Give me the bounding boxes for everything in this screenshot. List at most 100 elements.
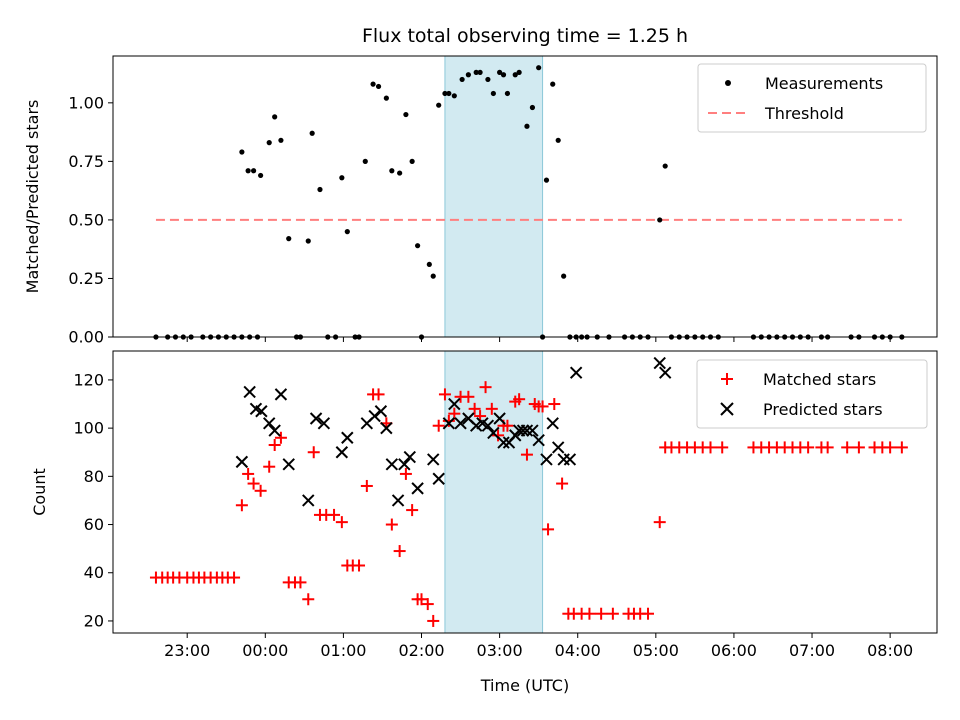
predicted-point bbox=[442, 417, 456, 430]
measurement-point bbox=[459, 76, 465, 83]
matched-point bbox=[393, 545, 406, 558]
predicted-point bbox=[557, 453, 570, 466]
matched-point bbox=[653, 516, 666, 529]
predicted-point bbox=[569, 366, 583, 379]
matched-point bbox=[492, 429, 505, 442]
predicted-stars-series bbox=[235, 356, 672, 507]
matched-point bbox=[421, 598, 434, 611]
measurement-point bbox=[473, 69, 479, 75]
predicted-point bbox=[487, 426, 500, 440]
x-tick-label: 23:00 bbox=[164, 641, 210, 660]
matched-point bbox=[427, 614, 440, 627]
matched-point bbox=[852, 441, 865, 454]
x-tick-label: 08:00 bbox=[867, 641, 913, 660]
predicted-point bbox=[551, 441, 565, 454]
measurement-point bbox=[389, 168, 395, 174]
measurement-point bbox=[504, 90, 511, 97]
predicted-point bbox=[274, 388, 288, 401]
predicted-point bbox=[532, 433, 545, 447]
bottom-y-tick-label: 20 bbox=[84, 611, 104, 630]
top-axes-frame bbox=[112, 55, 938, 338]
bottom-axes: 20 40 60 80 100 120 23:00 00:00 01:00 02:00 03:00… bbox=[30, 350, 938, 695]
measurement-point bbox=[536, 65, 542, 71]
predicted-point bbox=[309, 412, 323, 425]
predicted-point bbox=[427, 453, 440, 466]
predicted-point bbox=[540, 453, 553, 466]
measurement-point bbox=[497, 69, 503, 75]
matched-point bbox=[247, 477, 260, 490]
measurement-point bbox=[662, 163, 668, 169]
chart-title: Flux total observing time = 1.25 h bbox=[362, 25, 688, 47]
matched-point bbox=[802, 441, 815, 454]
predicted-point bbox=[454, 417, 467, 430]
measurement-point bbox=[430, 273, 436, 279]
predicted-point bbox=[385, 458, 399, 471]
matched-point bbox=[895, 441, 908, 454]
measurement-point bbox=[339, 175, 345, 181]
matched-point bbox=[307, 446, 320, 459]
matched-point bbox=[294, 576, 307, 589]
measurement-point bbox=[245, 168, 251, 174]
matched-point bbox=[479, 381, 492, 394]
matched-point bbox=[501, 419, 514, 432]
bottom-y-tick-label: 100 bbox=[73, 419, 104, 438]
x-tick-label: 02:00 bbox=[398, 641, 444, 660]
x-tick-label: 05:00 bbox=[633, 641, 679, 660]
x-tick-label: 07:00 bbox=[789, 641, 835, 660]
predicted-point bbox=[380, 421, 393, 435]
matched-point bbox=[595, 607, 608, 620]
measurement-point bbox=[543, 177, 550, 183]
matched-point bbox=[242, 467, 255, 480]
measurement-point bbox=[309, 130, 315, 136]
measurement-point bbox=[305, 238, 311, 244]
matched-point bbox=[228, 571, 241, 584]
matched-point bbox=[263, 460, 276, 473]
predicted-point bbox=[493, 412, 506, 425]
measurement-point bbox=[266, 140, 272, 146]
measurement-point bbox=[512, 72, 518, 78]
measurement-point bbox=[477, 69, 483, 75]
measurement-point bbox=[451, 93, 457, 99]
measurement-point bbox=[286, 236, 292, 242]
bottom-y-axis-label: Count bbox=[30, 468, 49, 516]
matched-point bbox=[821, 441, 834, 454]
measurement-point bbox=[465, 72, 471, 78]
predicted-point bbox=[403, 450, 417, 464]
matched-stars-series bbox=[149, 381, 908, 627]
legend-measurements-marker bbox=[725, 80, 731, 86]
predicted-point bbox=[335, 446, 349, 459]
measurement-point bbox=[397, 170, 403, 176]
measurement-point bbox=[258, 172, 264, 179]
matched-point bbox=[448, 407, 461, 420]
matched-point bbox=[606, 607, 619, 620]
legend-matched-marker bbox=[721, 373, 733, 385]
top-y-tick-label: 0.00 bbox=[68, 328, 104, 347]
predicted-point bbox=[563, 453, 577, 466]
measurement-point bbox=[403, 111, 409, 118]
measurement-point bbox=[524, 123, 530, 129]
measurement-point bbox=[485, 76, 491, 83]
matched-point bbox=[274, 431, 287, 444]
measurement-point bbox=[409, 158, 415, 164]
predicted-point bbox=[448, 397, 461, 411]
x-tick-label: 06:00 bbox=[711, 641, 757, 660]
bottom-y-tick-label: 60 bbox=[84, 515, 104, 534]
top-y-ticks: 0.00 0.25 0.50 0.75 1.00 bbox=[68, 93, 113, 347]
top-y-tick-label: 0.50 bbox=[68, 210, 104, 229]
matched-point bbox=[583, 607, 596, 620]
matched-point bbox=[548, 398, 561, 411]
bottom-y-ticks: 20 40 60 80 100 120 bbox=[73, 370, 113, 630]
measurement-point bbox=[250, 168, 257, 174]
matched-point bbox=[235, 499, 248, 512]
measurement-point bbox=[500, 72, 507, 78]
measurement-point bbox=[362, 158, 368, 164]
matched-point bbox=[415, 593, 428, 606]
matched-point bbox=[704, 441, 717, 454]
matched-point bbox=[536, 400, 549, 413]
matched-point bbox=[556, 477, 569, 490]
matched-point bbox=[468, 402, 481, 415]
matched-point bbox=[520, 448, 533, 461]
measurement-point bbox=[375, 83, 382, 90]
matched-point bbox=[360, 479, 373, 492]
top-y-axis-label: Matched/Predicted stars bbox=[23, 100, 42, 294]
